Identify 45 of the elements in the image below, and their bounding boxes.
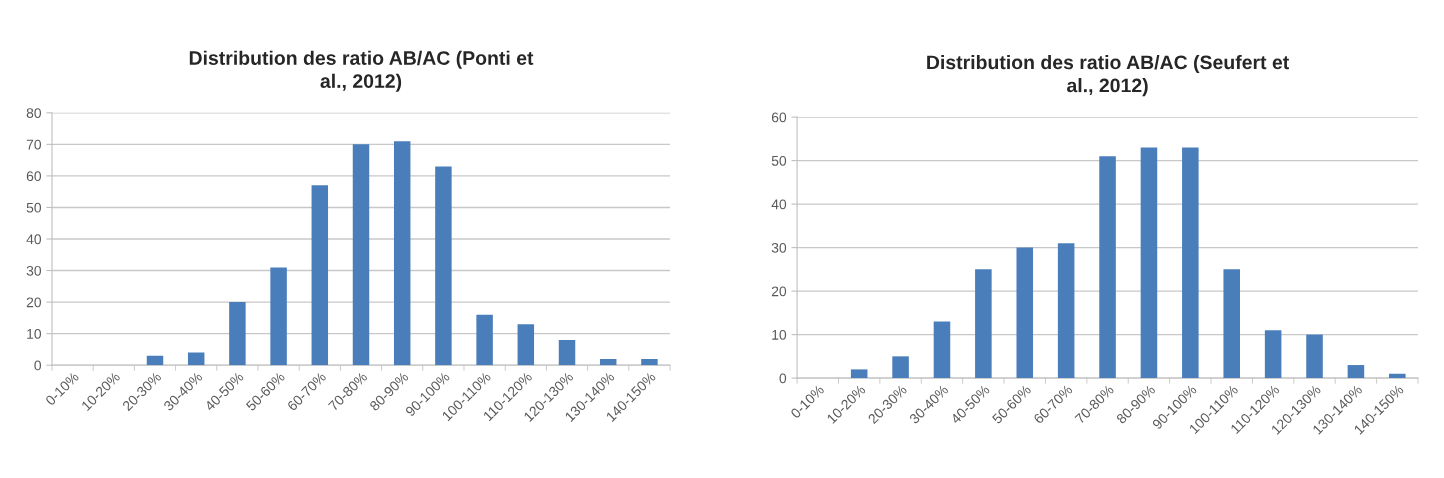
bar: [1347, 365, 1365, 379]
bar: [270, 267, 287, 366]
chart-title: Distribution des ratio AB/AC (Ponti et al., 2012): [189, 50, 534, 92]
bar: [933, 321, 951, 379]
bar: [1057, 243, 1075, 379]
bar: [1306, 334, 1323, 379]
bar: [599, 358, 617, 366]
bar: [311, 185, 329, 366]
y-tick-label: 10: [27, 328, 42, 339]
y-tick-label: 50: [771, 155, 787, 166]
bar: [1389, 373, 1406, 379]
bar: [393, 141, 411, 366]
y-tick-label: 20: [26, 297, 42, 308]
y-tick-label: 80: [26, 108, 42, 118]
bar: [1016, 247, 1034, 379]
y-tick-label: 0: [779, 373, 787, 384]
y-tick-label: 10: [772, 329, 787, 340]
bar: [146, 355, 164, 366]
bar: [229, 302, 246, 366]
y-tick-label: 0: [34, 360, 42, 371]
bar: [1140, 147, 1158, 379]
bar: [892, 356, 909, 379]
bar: [476, 314, 493, 366]
y-tick-label: 40: [26, 234, 42, 245]
y-tick-label: 30: [771, 242, 787, 253]
y-tick-label: 60: [26, 171, 42, 182]
bar: [187, 352, 205, 366]
bar: [1099, 156, 1116, 379]
bar: [352, 144, 370, 366]
bar: [435, 166, 452, 366]
y-tick-label: 70: [26, 139, 42, 150]
y-tick-label: 20: [771, 286, 787, 297]
y-tick-label: 30: [26, 265, 42, 276]
bar: [1182, 147, 1199, 379]
y-tick-label: 50: [26, 202, 42, 213]
bar: [850, 369, 868, 379]
bar: [1223, 269, 1241, 379]
chart-title: Distribution des ratio AB/AC (Seufert et al., 2012): [927, 54, 1289, 97]
bar: [517, 324, 535, 366]
y-tick-label: 60: [771, 112, 787, 123]
bar: [975, 269, 992, 379]
bar: [1264, 330, 1282, 379]
y-tick-label: 40: [771, 199, 787, 210]
bar: [558, 339, 576, 366]
bar: [641, 358, 658, 366]
